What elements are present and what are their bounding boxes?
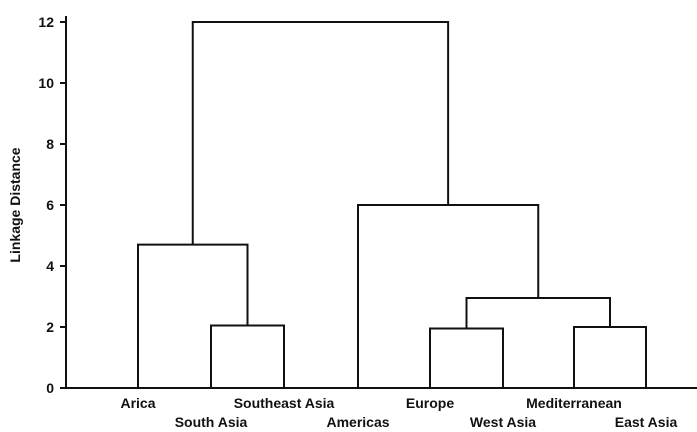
y-tick-label: 2 — [46, 319, 54, 335]
y-axis: 0 2 4 6 8 10 12 — [38, 14, 67, 396]
leaf-label: Americas — [326, 414, 389, 430]
merge-m4 — [465, 297, 611, 329]
leaf-label: Southeast Asia — [234, 395, 335, 411]
merge-m1 — [210, 324, 285, 388]
merge-m7 — [191, 21, 450, 245]
y-tick-label: 10 — [38, 75, 54, 91]
leaf-label: West Asia — [470, 414, 536, 430]
merge-m6 — [357, 204, 540, 388]
dendrogram-links — [137, 21, 647, 388]
leaf-labels: Arica South Asia Southeast Asia Americas Eur… — [120, 395, 677, 430]
merge-m2 — [429, 327, 504, 388]
y-axis-label: Linkage Distance — [7, 147, 23, 262]
merge-m5 — [137, 243, 249, 388]
y-tick-label: 4 — [46, 258, 54, 274]
y-tick-label: 8 — [46, 136, 54, 152]
leaf-label: Arica — [120, 395, 155, 411]
y-tick-label: 6 — [46, 197, 54, 213]
leaf-label: Mediterranean — [526, 395, 622, 411]
y-tick-label: 12 — [38, 14, 54, 30]
merge-m3 — [573, 326, 647, 388]
leaf-label: South Asia — [175, 414, 248, 430]
leaf-label: Europe — [406, 395, 454, 411]
leaf-label: East Asia — [615, 414, 678, 430]
y-tick-label: 0 — [46, 380, 54, 396]
